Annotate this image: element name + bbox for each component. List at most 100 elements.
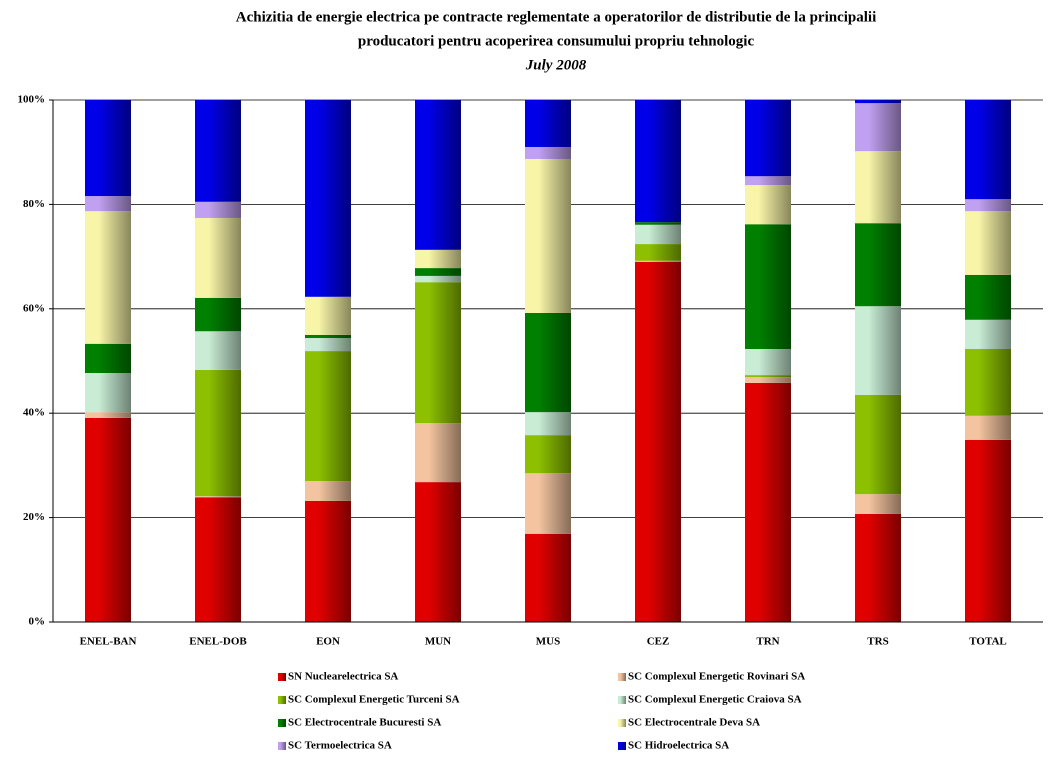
bar-segment <box>855 100 901 104</box>
bar-segment <box>525 146 571 159</box>
bar-segment <box>635 100 681 223</box>
x-tick-label: TRS <box>867 636 888 648</box>
bar-segment <box>855 394 901 495</box>
bar-segment <box>415 482 461 622</box>
legend-label: SC Complexul Energetic Rovinari SA <box>628 671 805 683</box>
bar-segment <box>525 158 571 313</box>
legend-swatch <box>278 742 286 750</box>
bar-segment <box>635 260 681 262</box>
bar-segment <box>305 481 351 501</box>
bar-segment <box>305 351 351 482</box>
bar-segment <box>195 369 241 497</box>
y-tick-label: 100% <box>18 94 46 106</box>
bar-segment <box>525 100 571 147</box>
bar-segment <box>525 473 571 534</box>
bar-segment <box>195 297 241 332</box>
bar-segment <box>635 224 681 245</box>
legend-label: SC Complexul Energetic Craiova SA <box>628 694 802 706</box>
x-tick-label: MUS <box>536 636 560 648</box>
bar-segment <box>195 201 241 218</box>
bar-segment <box>195 100 241 202</box>
x-tick-label: ENEL-BAN <box>80 636 137 648</box>
bar-segment <box>195 496 241 498</box>
bar-segment <box>305 100 351 297</box>
x-tick-label: TOTAL <box>969 636 1007 648</box>
bar-segment <box>745 185 791 225</box>
legend-label: SC Electrocentrale Bucuresti SA <box>288 717 441 729</box>
x-tick-label: MUN <box>425 636 451 648</box>
legend-swatch <box>618 742 626 750</box>
bar-segment <box>305 338 351 352</box>
bar-segment <box>745 348 791 376</box>
legend-label: SC Electrocentrale Deva SA <box>628 717 760 729</box>
bar-segment <box>85 412 131 418</box>
legend-label: SC Termoelectrica SA <box>288 740 392 752</box>
chart-subtitle: July 2008 <box>525 57 587 73</box>
bar-segment <box>745 224 791 349</box>
bar-segment <box>965 439 1011 622</box>
bar-segment <box>195 217 241 298</box>
bar-segment <box>635 244 681 261</box>
legend-swatch <box>278 673 286 681</box>
bar-segment <box>85 373 131 413</box>
y-tick-label: 20% <box>23 511 45 523</box>
y-tick-label: 40% <box>23 407 45 419</box>
bar-segment <box>855 223 901 307</box>
bar-segment <box>965 199 1011 212</box>
bar-segment <box>745 100 791 177</box>
bar-segment <box>305 500 351 622</box>
bar-segment <box>305 296 351 335</box>
bar-segment <box>855 103 901 152</box>
bar-segment <box>85 343 131 374</box>
bar-segment <box>415 423 461 483</box>
bar-segment <box>965 415 1011 440</box>
bar-segment <box>525 533 571 622</box>
bar-segment <box>965 274 1011 320</box>
y-tick-label: 80% <box>23 198 45 210</box>
bar-segment <box>195 497 241 622</box>
legend-swatch <box>278 696 286 704</box>
legend-swatch <box>278 719 286 727</box>
bar-segment <box>855 494 901 514</box>
bar-segment <box>85 196 131 212</box>
bar-segment <box>525 312 571 413</box>
legend-label: SN Nuclearelectrica SA <box>288 671 398 683</box>
bar-segment <box>745 377 791 383</box>
x-tick-label: CEZ <box>647 636 670 648</box>
legend-label: SC Hidroelectrica SA <box>628 740 729 752</box>
bar-segment <box>855 151 901 224</box>
y-tick-label: 60% <box>23 302 45 314</box>
bar-segment <box>965 319 1011 349</box>
legend-swatch <box>618 719 626 727</box>
bar-segment <box>85 100 131 197</box>
bar-segment <box>415 275 461 283</box>
chart-title: Achizitia de energie electrica pe contra… <box>236 9 877 25</box>
bar-segment <box>635 261 681 622</box>
bar-segment <box>195 331 241 370</box>
bar-segment <box>855 513 901 622</box>
bar-segment <box>965 211 1011 275</box>
bar-segment <box>525 435 571 474</box>
bar-segment <box>635 222 681 225</box>
x-tick-label: EON <box>316 636 340 648</box>
chart-title: producatori pentru acoperirea consumului… <box>358 33 755 49</box>
bar-segment <box>415 268 461 276</box>
bar-segment <box>85 417 131 622</box>
bar-segment <box>965 100 1011 200</box>
bar-segment <box>965 348 1011 416</box>
x-tick-label: ENEL-DOB <box>189 636 247 648</box>
bar-segment <box>415 282 461 424</box>
bar-segment <box>855 306 901 395</box>
bar-segment <box>85 211 131 344</box>
bar-segment <box>745 375 791 378</box>
x-tick-label: TRN <box>756 636 779 648</box>
bar-segment <box>415 100 461 250</box>
bar-segment <box>415 249 461 269</box>
legend-swatch <box>618 673 626 681</box>
bar-segment <box>305 334 351 339</box>
legend-label: SC Complexul Energetic Turceni SA <box>288 694 460 706</box>
bar-segment <box>745 382 791 622</box>
legend-swatch <box>618 696 626 704</box>
bar-segment <box>525 412 571 436</box>
